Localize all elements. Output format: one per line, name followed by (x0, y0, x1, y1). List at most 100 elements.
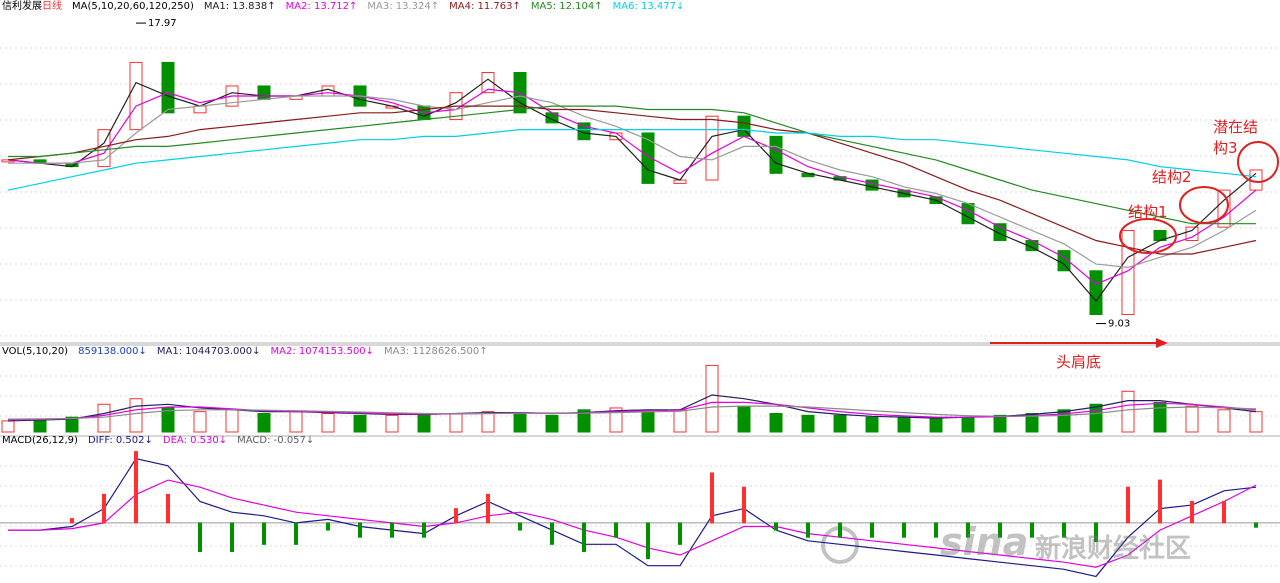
bar (1153, 401, 1167, 433)
bar (262, 522, 266, 545)
ma-line (7, 105, 1257, 255)
legend-entry: 859138.000↓ (78, 346, 147, 357)
bar (550, 522, 554, 545)
arrow-head (1156, 338, 1168, 348)
ma-line (8, 458, 1257, 578)
bar (321, 413, 335, 433)
bar (513, 413, 527, 433)
annotation: 头肩底 (1056, 353, 1102, 371)
bar (422, 522, 426, 538)
extreme-label: 9.03 (1108, 319, 1130, 330)
bar (769, 413, 783, 433)
bar (385, 414, 399, 433)
candle (1121, 229, 1135, 315)
bar (193, 411, 207, 433)
bar (673, 409, 687, 433)
bar (545, 414, 559, 433)
candle (257, 85, 271, 100)
bar (646, 522, 650, 560)
bar (1254, 522, 1258, 528)
bar (1089, 403, 1103, 433)
bar (294, 522, 298, 545)
bar (902, 522, 906, 538)
legend-entry: MA4: 11.763↑ (449, 1, 521, 12)
bar (742, 486, 746, 524)
bar (1249, 411, 1263, 433)
indicator-label: MACD(26,12,9) (2, 435, 78, 446)
bar (358, 522, 362, 538)
annotation: 结构2 (1152, 168, 1192, 186)
indicator-label: VOL(5,10,20) (2, 346, 68, 357)
bar (1121, 390, 1135, 433)
bar (390, 522, 394, 538)
bar (198, 522, 202, 552)
bar (961, 416, 975, 433)
bar (737, 405, 751, 433)
bar (806, 522, 810, 538)
annotation: 结构1 (1128, 203, 1168, 221)
bar (65, 416, 79, 433)
bar (102, 493, 106, 524)
bar (225, 409, 239, 433)
period-label: 日线 (42, 0, 62, 12)
bar (865, 416, 879, 433)
bar (582, 522, 586, 552)
extreme-label: 17.97 (148, 18, 177, 29)
ma-line (7, 394, 1257, 422)
bar (801, 414, 815, 433)
candle (161, 61, 175, 114)
bar (1, 420, 15, 433)
bar (934, 522, 938, 538)
bar (134, 451, 138, 524)
bar (929, 418, 943, 433)
legend-entry: MA1: 1044703.000↓ (157, 346, 261, 357)
bar (353, 414, 367, 433)
bar (1025, 413, 1039, 433)
legend-entry: MA6: 13.477↓ (613, 1, 685, 12)
bar (897, 416, 911, 433)
ma-line (7, 129, 1257, 191)
bar (518, 522, 522, 531)
bar (609, 407, 623, 433)
bar (326, 522, 330, 531)
legend-entry: MACD: -0.057↓ (237, 435, 314, 446)
bar (230, 522, 234, 552)
candle (961, 203, 975, 225)
legend-entry: MA1: 13.838↑ (204, 1, 276, 12)
bar (289, 411, 303, 433)
ma-line (7, 405, 1257, 420)
bar (1062, 522, 1066, 538)
candle (1089, 270, 1103, 315)
bar (710, 472, 714, 524)
bar (70, 518, 74, 524)
bar (486, 493, 490, 524)
indicator-label: MA(5,10,20,60,120,250) (72, 1, 194, 12)
bar (449, 413, 463, 433)
bar (129, 398, 143, 433)
bar (454, 508, 458, 524)
ma-line (8, 479, 1257, 568)
bar (577, 409, 591, 433)
legend-entry: DEA: 0.530↓ (163, 435, 227, 446)
highlight-circle (1179, 186, 1229, 224)
bar (1185, 405, 1199, 433)
candle (865, 179, 879, 191)
bar (998, 522, 1002, 538)
bar (1030, 522, 1034, 538)
legend-entry: MA2: 13.712↑ (286, 1, 358, 12)
bar (678, 522, 682, 545)
legend-entry: MA3: 1128626.500↑ (384, 346, 488, 357)
candle (705, 115, 719, 181)
legend-entry: MA3: 13.324↑ (367, 1, 439, 12)
ma-line (7, 401, 1257, 421)
ma-line (8, 105, 1256, 225)
bar (417, 413, 431, 433)
highlight-circle (1119, 218, 1177, 254)
bar (870, 522, 874, 538)
bar (774, 522, 778, 531)
bar (641, 411, 655, 433)
annotation: 潜在结构3 (1213, 118, 1259, 157)
highlight-circle (1237, 141, 1279, 183)
